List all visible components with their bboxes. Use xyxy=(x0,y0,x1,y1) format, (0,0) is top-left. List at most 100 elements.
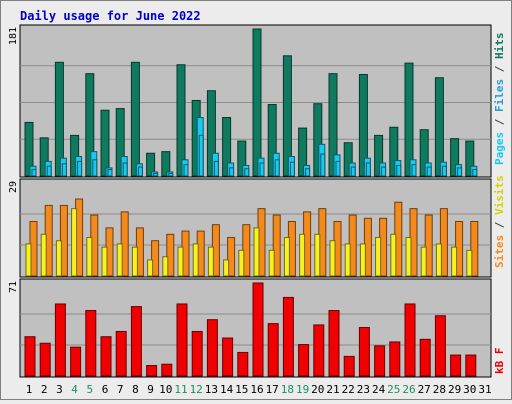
bar-hits xyxy=(465,140,475,177)
bar-kbf xyxy=(39,342,51,377)
bar-pages xyxy=(229,167,235,177)
bar-pages xyxy=(198,134,204,177)
bar-pages xyxy=(183,164,189,177)
bar-pages xyxy=(137,166,143,177)
bar-pages xyxy=(122,162,128,177)
legend-hits: Hits xyxy=(493,33,506,60)
bar-kbf xyxy=(343,355,355,377)
bar-pages xyxy=(61,163,67,177)
y-max-label: 29 xyxy=(8,181,19,193)
bar-kbf xyxy=(115,330,127,377)
bar-visits xyxy=(420,246,427,277)
x-tick-label: 6 xyxy=(102,383,109,396)
bar-pages xyxy=(396,164,402,177)
bar-pages xyxy=(213,160,219,177)
bar-hits xyxy=(176,64,186,177)
bar-kbf xyxy=(313,324,325,377)
bar-kbf xyxy=(24,336,36,377)
bar-kbf xyxy=(191,330,203,377)
x-tick-label: 17 xyxy=(266,383,279,396)
bar-kbf xyxy=(146,365,158,377)
bar-sites xyxy=(151,240,160,277)
x-tick-label: 20 xyxy=(311,383,324,396)
bar-hits xyxy=(298,127,308,177)
bar-pages xyxy=(320,153,326,177)
x-tick-label: 4 xyxy=(71,383,78,396)
bar-pages xyxy=(426,166,432,177)
bar-kbf xyxy=(374,345,386,377)
bar-hits xyxy=(130,61,140,177)
bar-kbf xyxy=(358,327,370,377)
bar-hits xyxy=(313,103,323,177)
bar-visits xyxy=(40,233,47,277)
bar-kbf xyxy=(389,341,401,377)
bar-kbf xyxy=(100,336,112,377)
bar-hits xyxy=(389,126,399,177)
legend-sites: Sites xyxy=(493,235,506,268)
x-tick-label: 5 xyxy=(86,383,93,396)
x-tick-label: 23 xyxy=(357,383,370,396)
bar-pages xyxy=(153,173,159,177)
bar-hits xyxy=(450,138,460,177)
bar-sites xyxy=(439,208,448,277)
bar-visits xyxy=(238,249,245,277)
x-tick-label: 31 xyxy=(478,383,491,396)
x-tick-label: 11 xyxy=(174,383,187,396)
bar-hits xyxy=(404,62,414,177)
bar-visits xyxy=(375,237,382,277)
bar-visits xyxy=(101,246,108,277)
bar-kbf xyxy=(130,306,142,377)
bar-hits xyxy=(252,28,262,177)
y-max-label: 71 xyxy=(8,281,19,293)
bar-kbf xyxy=(450,354,462,377)
bar-hits xyxy=(70,134,80,177)
bar-kbf xyxy=(222,337,234,377)
bar-kbf xyxy=(70,346,82,377)
bar-hits xyxy=(206,90,216,177)
x-tick-label: 7 xyxy=(117,383,124,396)
bar-visits xyxy=(192,243,199,277)
bar-pages xyxy=(472,169,478,177)
legend: Sites / Visits xyxy=(493,175,506,268)
bar-pages xyxy=(168,173,174,177)
x-tick-label: 13 xyxy=(205,383,218,396)
bar-kbf xyxy=(176,303,188,377)
bar-hits xyxy=(237,140,247,177)
x-tick-label: 12 xyxy=(190,383,203,396)
legend-separator: / xyxy=(493,215,506,235)
bar-visits xyxy=(451,246,458,277)
bar-hits xyxy=(24,121,34,177)
bar-pages xyxy=(305,168,311,177)
x-tick-label: 3 xyxy=(56,383,63,396)
bar-hits xyxy=(328,73,338,177)
x-tick-label: 10 xyxy=(159,383,172,396)
bar-kbf xyxy=(298,344,310,377)
bar-visits xyxy=(71,208,78,277)
bar-sites xyxy=(424,214,433,277)
bar-visits xyxy=(329,240,336,277)
bar-kbf xyxy=(85,310,97,377)
bar-pages xyxy=(259,162,265,177)
bar-hits xyxy=(161,151,171,177)
bar-sites xyxy=(166,233,175,277)
bar-pages xyxy=(335,160,341,177)
bar-hits xyxy=(115,108,125,177)
bar-kbf xyxy=(237,351,249,377)
bar-kbf xyxy=(328,310,340,377)
legend-files: Files xyxy=(493,79,506,112)
bar-visits xyxy=(223,259,230,277)
legend-pages: Pages xyxy=(493,132,506,165)
bar-hits xyxy=(374,134,384,177)
chart-title: Daily usage for June 2022 xyxy=(20,9,201,23)
bar-pages xyxy=(411,164,417,177)
x-tick-label: 29 xyxy=(448,383,461,396)
bar-visits xyxy=(405,237,412,277)
bar-pages xyxy=(244,168,250,177)
x-tick-label: 2 xyxy=(41,383,48,396)
bar-hits xyxy=(85,73,95,177)
bar-kbf xyxy=(54,303,66,377)
x-tick-label: 30 xyxy=(463,383,476,396)
bar-pages xyxy=(46,165,52,177)
